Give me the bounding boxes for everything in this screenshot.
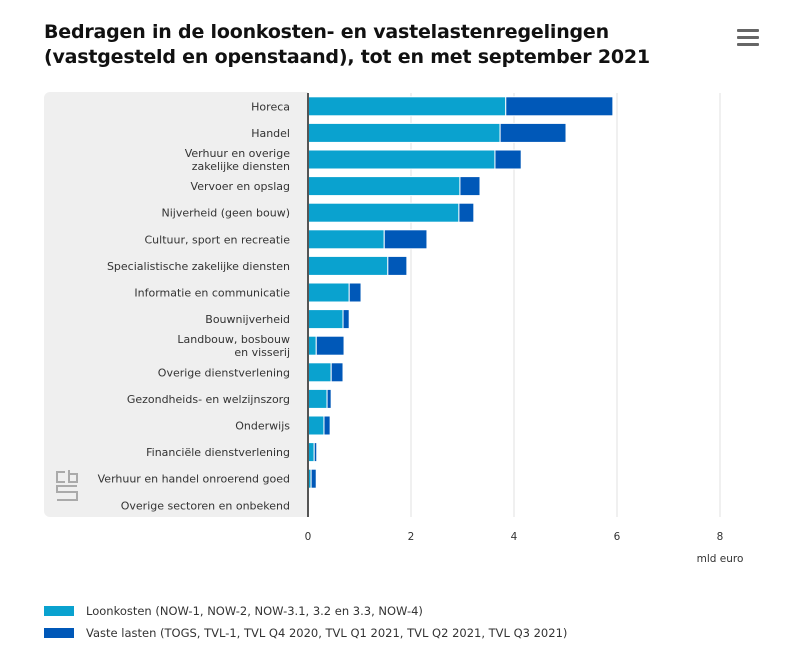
legend-item-loonkosten[interactable]: Loonkosten (NOW-1, NOW-2, NOW-3.1, 3.2 e… (44, 600, 567, 622)
category-label-panel (44, 92, 308, 517)
hamburger-menu-icon[interactable] (737, 29, 759, 47)
bar-chart: Horeca Handel Verhuur en overigezakelijke … (98, 93, 744, 565)
category-label: zakelijke diensten (192, 160, 290, 173)
x-tick-label: 2 (408, 531, 415, 543)
category-label: Handel (251, 127, 290, 140)
bar-vaste-lasten (383, 229, 428, 250)
bar-loonkosten (307, 255, 389, 276)
x-tick-label: 0 (305, 531, 312, 543)
chart-title-line1: Bedragen in de loonkosten- en vastelaste… (44, 21, 609, 43)
bar-vaste-lasten (494, 149, 522, 170)
chart-title: Bedragen in de loonkosten- en vastelaste… (44, 20, 684, 70)
bar-loonkosten (307, 335, 317, 356)
bar-vaste-lasten (342, 309, 350, 330)
category-label: Verhuur en handel onroerend goed (98, 473, 290, 486)
cbs-logo (56, 470, 78, 501)
bar-loonkosten (307, 202, 460, 223)
bar-vaste-lasten (326, 388, 332, 409)
bar-vaste-lasten (323, 415, 331, 436)
bar-vaste-lasten (459, 176, 481, 197)
legend-label-vaste-lasten: Vaste lasten (TOGS, TVL-1, TVL Q4 2020, … (86, 626, 568, 640)
bar-loonkosten (307, 309, 344, 330)
category-label: Overige sectoren en onbekend (121, 499, 290, 512)
bar-loonkosten (307, 229, 385, 250)
category-label: Gezondheids- en welzijnszorg (127, 393, 290, 406)
bar-loonkosten (307, 149, 496, 170)
bar-loonkosten (307, 362, 332, 383)
bar-vaste-lasten (348, 282, 362, 303)
category-label: Horeca (251, 100, 290, 113)
bar-loonkosten (307, 388, 328, 409)
bar-vaste-lasten (458, 202, 475, 223)
bar-loonkosten (307, 415, 325, 436)
bar-loonkosten (307, 96, 507, 117)
category-label: Vervoer en opslag (191, 180, 290, 193)
category-label: Informatie en communicatie (134, 287, 290, 300)
bar-loonkosten (307, 282, 350, 303)
bar-vaste-lasten (387, 255, 408, 276)
legend-swatch-loonkosten (44, 606, 74, 616)
x-tick-label: 8 (717, 531, 724, 543)
bar-vaste-lasten (330, 362, 344, 383)
legend-item-vaste-lasten[interactable]: Vaste lasten (TOGS, TVL-1, TVL Q4 2020, … (44, 622, 567, 644)
category-label: Cultuur, sport en recreatie (144, 233, 290, 246)
category-label: Verhuur en overige (185, 147, 291, 160)
x-tick-label: 6 (614, 531, 621, 543)
chart-title-line2: (vastgesteld en openstaand), tot en met … (44, 46, 650, 68)
category-label: en visserij (234, 346, 290, 359)
category-label: Nijverheid (geen bouw) (162, 207, 290, 220)
category-label: Specialistische zakelijke diensten (107, 260, 290, 273)
bar-vaste-lasten (315, 335, 345, 356)
category-label: Bouwnijverheid (205, 313, 290, 326)
legend-label-loonkosten: Loonkosten (NOW-1, NOW-2, NOW-3.1, 3.2 e… (86, 604, 423, 618)
bar-vaste-lasten (499, 122, 567, 143)
category-label: Financiële dienstverlening (146, 446, 290, 459)
category-label: Landbouw, bosbouw (177, 333, 290, 346)
category-label: Overige dienstverlening (158, 366, 290, 379)
category-label: Onderwijs (235, 420, 290, 433)
bar-loonkosten (307, 122, 501, 143)
x-tick-label: 4 (511, 531, 518, 543)
bar-loonkosten (307, 176, 461, 197)
bar-vaste-lasten (313, 442, 318, 463)
legend: Loonkosten (NOW-1, NOW-2, NOW-3.1, 3.2 e… (44, 600, 567, 644)
bar-vaste-lasten (505, 96, 614, 117)
bar-vaste-lasten (310, 468, 317, 489)
legend-swatch-vaste-lasten (44, 628, 74, 638)
x-axis-label: mld euro (697, 553, 744, 565)
